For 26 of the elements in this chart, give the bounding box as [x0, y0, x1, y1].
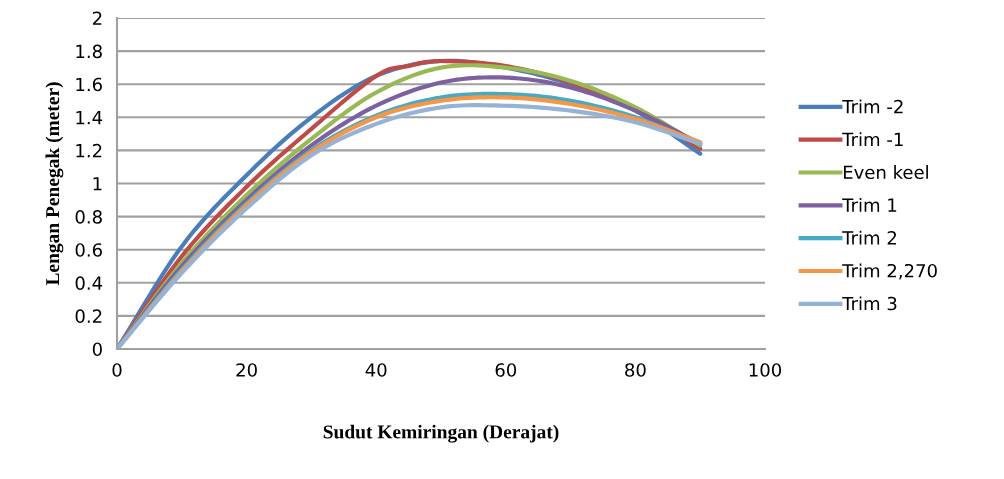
y-tick-label: 0.8 [75, 210, 102, 224]
legend-label: Even keel [843, 165, 928, 180]
y-tick-label: 1.8 [76, 44, 102, 59]
x-tick-label: 0 [112, 363, 122, 377]
y-tick-label: 0.2 [75, 309, 102, 324]
y-tick-label: 0.4 [75, 276, 103, 290]
y-tick-label: 1.2 [76, 143, 102, 158]
legend-label: Trim -2 [842, 99, 903, 114]
x-tick-label: 40 [365, 363, 387, 377]
legend-label: Trim 2,270 [842, 263, 937, 280]
y-tick-label: 1.4 [76, 111, 103, 125]
y-tick-label: 2 [92, 11, 102, 25]
y-tick-label: 1.6 [76, 77, 102, 92]
legend-label: Trim -1 [842, 132, 903, 147]
legend-label: Trim 2 [842, 230, 897, 245]
x-tick-label: 60 [495, 363, 517, 377]
y-tick-label: 1 [93, 177, 102, 191]
y-tick-label: 0 [92, 342, 102, 357]
x-tick-label: 20 [236, 363, 257, 377]
legend-label: Trim 3 [842, 296, 897, 311]
y-tick-label: 0.6 [75, 243, 102, 257]
x-tick-label: 100 [749, 363, 782, 377]
legend-label: Trim 1 [842, 197, 897, 212]
x-axis-title: Sudut Kemiringan (Derajat) [323, 424, 559, 443]
y-axis-title: Lengan Penegak (meter) [45, 82, 64, 286]
x-tick-label: 80 [625, 363, 646, 377]
